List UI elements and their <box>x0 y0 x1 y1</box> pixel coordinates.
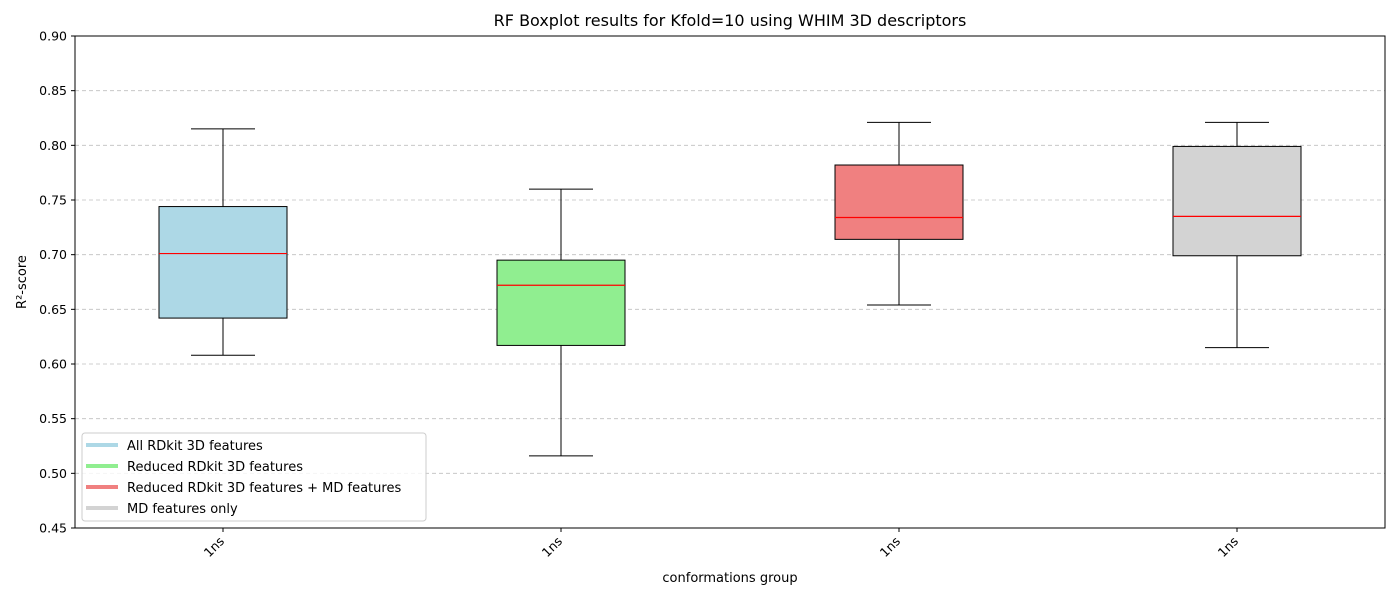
legend: All RDkit 3D features Reduced RDkit 3D fe… <box>81 432 427 522</box>
x-axis-ticks: 1ns 1ns 1ns 1ns <box>201 528 1241 560</box>
legend-label: MD features only <box>127 502 238 517</box>
plot-frame <box>74 35 1386 529</box>
box-group <box>1172 121 1302 349</box>
y-tick-label: 0.60 <box>39 357 67 372</box>
grid-lines <box>75 90 1385 474</box>
box <box>158 206 288 319</box>
box <box>496 259 626 346</box>
y-tick-label: 0.85 <box>39 83 67 98</box>
y-tick-label: 0.80 <box>39 138 67 153</box>
legend-label: All RDkit 3D features <box>127 439 263 454</box>
box-group <box>496 188 626 457</box>
legend-label: Reduced RDkit 3D features + MD features <box>127 481 401 496</box>
y-tick-label: 0.90 <box>39 29 67 44</box>
y-tick-label: 0.45 <box>39 521 67 536</box>
box <box>834 164 964 240</box>
x-tick-label: 1ns <box>877 534 903 560</box>
legend-label: Reduced RDkit 3D features <box>127 460 303 475</box>
chart-title: RF Boxplot results for Kfold=10 using WH… <box>494 11 967 30</box>
x-axis-label: conformations group <box>662 571 797 586</box>
y-tick-label: 0.50 <box>39 466 67 481</box>
x-tick-label: 1ns <box>1215 534 1241 560</box>
x-tick-label: 1ns <box>201 534 227 560</box>
legend-box <box>81 432 427 522</box>
box-group <box>158 128 288 356</box>
y-axis-ticks: 0.45 0.50 0.55 0.60 0.65 0.70 0.75 0.80 0.85 0.90 <box>39 29 75 536</box>
y-tick-label: 0.75 <box>39 193 67 208</box>
box-group <box>834 121 964 306</box>
y-tick-label: 0.70 <box>39 247 67 262</box>
boxes <box>158 121 1302 457</box>
y-axis-label: R²-score <box>15 255 30 309</box>
y-tick-label: 0.55 <box>39 411 67 426</box>
y-tick-label: 0.65 <box>39 302 67 317</box>
x-tick-label: 1ns <box>539 534 565 560</box>
box <box>1172 145 1302 257</box>
